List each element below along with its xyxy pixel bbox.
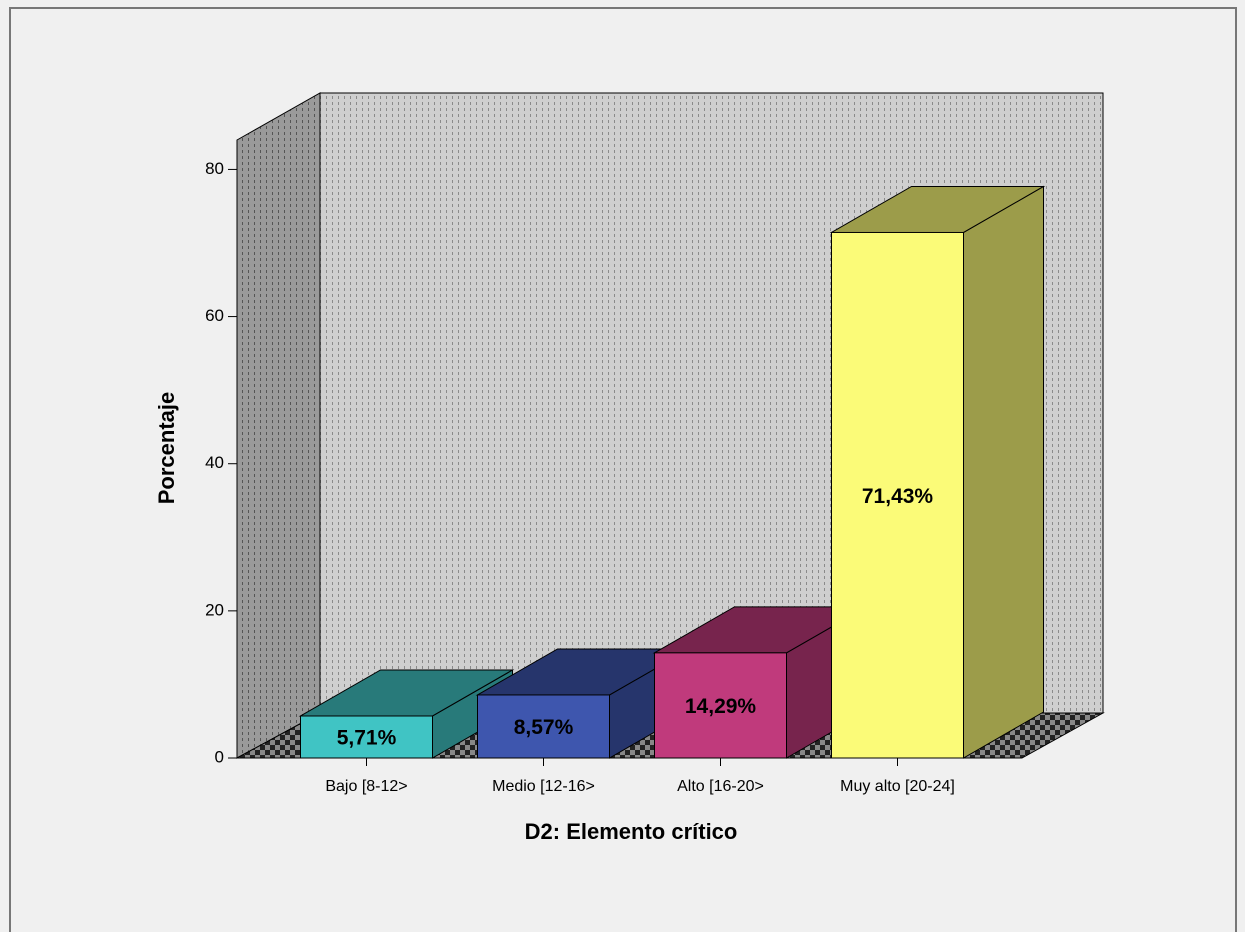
value-label: 71,43% [862,485,934,508]
y-tick-label: 20 [205,600,224,619]
x-axis-label: D2: Elemento crítico [525,819,738,844]
value-label: 8,57% [514,716,574,739]
value-label: 5,71% [337,727,397,750]
x-tick-label: Bajo [8-12> [325,778,407,795]
bar-side [963,185,1044,759]
bar [477,694,610,759]
x-tick-label: Medio [12-16> [492,778,595,795]
side-wall [236,92,321,759]
value-label: 14,29% [685,695,757,718]
y-tick-label: 60 [205,306,224,325]
x-tick-label: Muy alto [20-24] [840,778,955,795]
bar [300,715,433,759]
y-axis-label: Porcentaje [154,392,179,505]
bar [831,231,964,759]
y-tick-label: 40 [205,453,224,472]
y-tick-label: 0 [215,747,224,766]
y-tick-label: 80 [205,159,224,178]
x-tick-label: Alto [16-20> [677,778,764,795]
bar [654,652,787,759]
